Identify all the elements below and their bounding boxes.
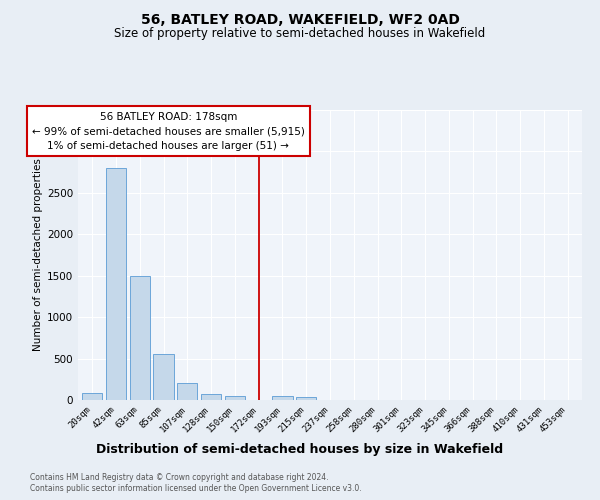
Bar xyxy=(106,168,126,400)
Y-axis label: Number of semi-detached properties: Number of semi-detached properties xyxy=(33,158,43,352)
Bar xyxy=(154,354,173,400)
Text: Size of property relative to semi-detached houses in Wakefield: Size of property relative to semi-detach… xyxy=(115,28,485,40)
Text: Contains HM Land Registry data © Crown copyright and database right 2024.: Contains HM Land Registry data © Crown c… xyxy=(30,472,329,482)
Text: 56 BATLEY ROAD: 178sqm
← 99% of semi-detached houses are smaller (5,915)
1% of s: 56 BATLEY ROAD: 178sqm ← 99% of semi-det… xyxy=(32,112,305,152)
Bar xyxy=(225,396,245,400)
Bar xyxy=(82,394,103,400)
Bar xyxy=(201,394,221,400)
Bar xyxy=(177,384,197,400)
Text: Distribution of semi-detached houses by size in Wakefield: Distribution of semi-detached houses by … xyxy=(97,442,503,456)
Text: Contains public sector information licensed under the Open Government Licence v3: Contains public sector information licen… xyxy=(30,484,362,493)
Bar xyxy=(130,276,150,400)
Text: 56, BATLEY ROAD, WAKEFIELD, WF2 0AD: 56, BATLEY ROAD, WAKEFIELD, WF2 0AD xyxy=(140,12,460,26)
Bar xyxy=(296,396,316,400)
Bar xyxy=(272,396,293,400)
